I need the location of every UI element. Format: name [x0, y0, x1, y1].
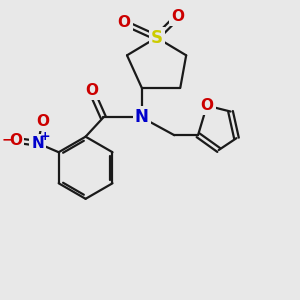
Text: O: O	[36, 114, 49, 129]
Text: −: −	[2, 132, 13, 146]
Text: N: N	[135, 109, 149, 127]
Text: N: N	[32, 136, 44, 151]
Text: O: O	[9, 133, 22, 148]
Text: O: O	[200, 98, 213, 113]
Text: O: O	[85, 83, 98, 98]
Text: O: O	[118, 15, 130, 30]
Text: O: O	[171, 9, 184, 24]
Text: S: S	[151, 28, 163, 46]
Text: +: +	[39, 130, 50, 143]
